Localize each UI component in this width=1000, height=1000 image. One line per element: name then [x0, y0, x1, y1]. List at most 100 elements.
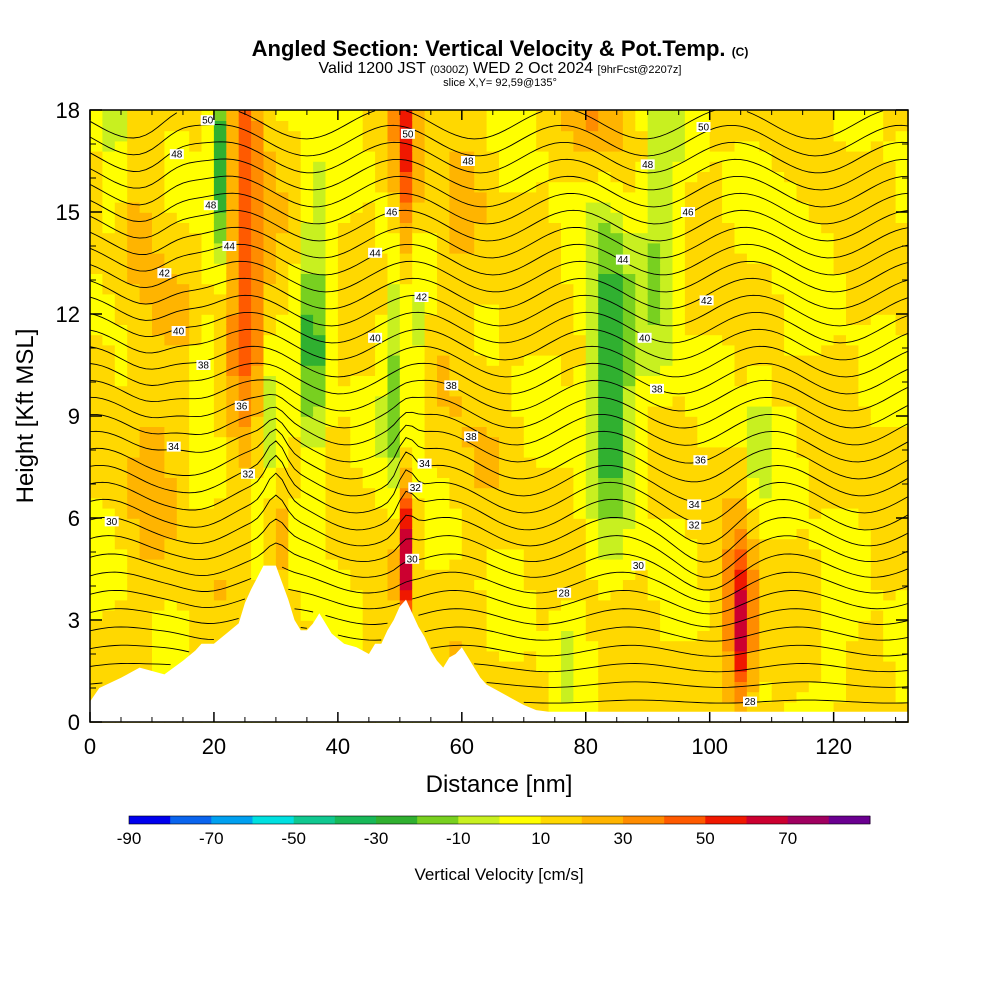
field-cell — [424, 436, 438, 448]
field-cell — [437, 140, 451, 152]
field-cell — [90, 609, 104, 621]
field-cell — [511, 354, 525, 366]
field-cell — [622, 467, 637, 478]
field-cell — [226, 140, 240, 152]
field-cell — [437, 150, 451, 162]
field-cell — [251, 150, 265, 162]
field-cell — [895, 222, 909, 234]
field-cell — [114, 375, 128, 387]
field-cell — [114, 252, 128, 264]
field-cell — [709, 467, 723, 478]
field-cell — [176, 263, 190, 274]
field-cell — [325, 416, 339, 427]
field-cell — [474, 222, 488, 234]
field-cell — [821, 569, 835, 580]
field-cell — [375, 110, 389, 121]
field-cell — [437, 416, 451, 427]
field-cell — [833, 201, 847, 213]
field-cell — [870, 538, 884, 550]
field-cell — [189, 579, 203, 591]
field-cell — [449, 161, 463, 172]
field-cell — [127, 120, 141, 132]
field-cell — [300, 314, 314, 325]
field-cell — [213, 273, 228, 285]
field-cell — [337, 446, 352, 458]
contour-label: 40 — [639, 333, 651, 344]
field-cell — [610, 609, 624, 621]
colorbar-swatch — [705, 816, 747, 824]
field-cell — [647, 191, 661, 203]
field-cell — [127, 303, 141, 315]
field-cell — [771, 273, 785, 285]
field-cell — [375, 212, 389, 223]
field-cell — [102, 569, 116, 580]
field-cell — [362, 558, 376, 570]
field-cell — [238, 110, 252, 121]
field-cell — [771, 609, 785, 621]
field-cell — [536, 416, 550, 427]
field-cell — [895, 314, 909, 325]
field-cell — [722, 487, 736, 499]
field-cell — [821, 293, 835, 305]
field-cell — [127, 314, 141, 325]
field-cell — [585, 140, 599, 152]
field-cell — [672, 273, 686, 285]
field-cell — [288, 405, 302, 417]
field-cell — [883, 691, 897, 703]
field-cell — [895, 426, 909, 438]
field-cell — [139, 385, 153, 397]
field-cell — [846, 609, 860, 621]
field-cell — [647, 518, 661, 529]
field-cell — [672, 334, 686, 346]
field-cell — [598, 671, 612, 682]
field-cell — [139, 303, 153, 315]
field-cell — [437, 630, 451, 642]
field-cell — [883, 161, 897, 172]
field-cell — [796, 518, 810, 529]
field-cell — [672, 263, 686, 274]
field-cell — [536, 487, 550, 499]
field-cell — [883, 701, 897, 713]
field-cell — [536, 518, 550, 529]
field-cell — [660, 671, 674, 682]
field-cell — [486, 375, 500, 387]
field-cell — [635, 130, 649, 142]
field-cell — [796, 283, 810, 295]
field-cell — [424, 487, 438, 499]
field-cell — [647, 436, 661, 448]
field-cell — [660, 497, 674, 509]
field-cell — [362, 579, 376, 591]
field-cell — [139, 191, 153, 203]
field-cell — [176, 467, 190, 478]
field-cell — [486, 324, 500, 336]
field-cell — [499, 263, 513, 274]
field-cell — [759, 579, 773, 591]
field-cell — [300, 161, 314, 172]
field-cell — [461, 140, 475, 152]
field-cell — [697, 426, 711, 438]
field-cell — [424, 334, 438, 346]
field-cell — [350, 344, 364, 356]
field-cell — [226, 395, 240, 407]
field-cell — [362, 263, 376, 274]
field-cell — [337, 497, 352, 509]
field-cell — [127, 273, 141, 285]
field-cell — [263, 446, 277, 458]
field-cell — [226, 252, 240, 264]
field-cell — [164, 416, 178, 427]
field-cell — [176, 334, 190, 346]
field-cell — [684, 110, 699, 121]
field-cell — [226, 548, 240, 560]
colorbar-swatch — [458, 816, 500, 824]
field-cell — [486, 150, 500, 162]
field-cell — [350, 620, 364, 631]
field-cell — [870, 293, 884, 305]
field-cell — [622, 171, 637, 183]
field-cell — [796, 191, 810, 203]
field-cell — [201, 395, 215, 407]
field-cell — [375, 314, 389, 325]
field-cell — [722, 252, 736, 264]
field-cell — [449, 171, 463, 183]
field-cell — [883, 528, 897, 540]
field-cell — [499, 436, 513, 448]
